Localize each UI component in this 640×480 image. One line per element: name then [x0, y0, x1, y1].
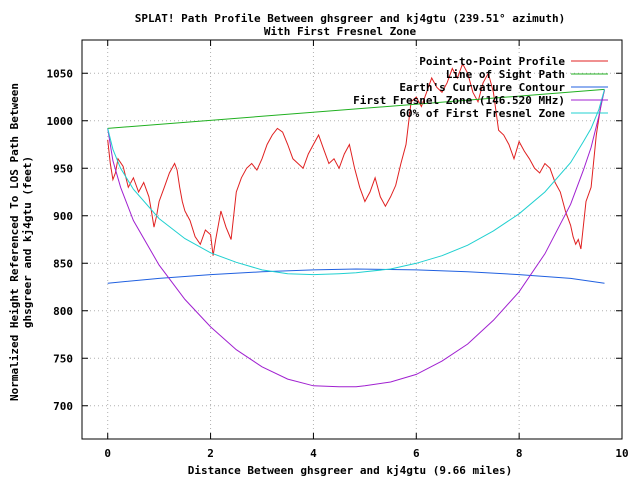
- x-tick-label: 0: [104, 447, 111, 460]
- x-tick-label: 8: [516, 447, 523, 460]
- chart-subtitle: With First Fresnel Zone: [264, 25, 417, 38]
- legend-label-3: First Fresnel Zone (146.520 MHz): [353, 94, 565, 107]
- y-axis-label-line1: Normalized Height Referenced To LOS Path…: [8, 83, 21, 401]
- y-tick-label: 800: [53, 305, 73, 318]
- y-ticks: 700 750 800 850 900 950 1000 1050: [47, 67, 622, 413]
- x-tick-label: 10: [615, 447, 628, 460]
- series-line-1: [107, 88, 605, 129]
- y-tick-label: 700: [53, 400, 73, 413]
- chart-title: SPLAT! Path Profile Between ghsgreer and…: [135, 12, 565, 25]
- series-line-4: [107, 89, 605, 276]
- y-tick-label: 1000: [47, 115, 74, 128]
- y-tick-label: 900: [53, 210, 73, 223]
- series-line-2: [107, 268, 605, 284]
- y-tick-label: 950: [53, 162, 73, 175]
- y-axis-label-line2: ghsgreer and kj4gtu (feet): [21, 156, 34, 328]
- legend-label-1: Line of Sight Path: [446, 68, 565, 81]
- plot-frame: [81, 39, 623, 440]
- x-ticks: 0 2 4 6 8 10: [104, 40, 629, 460]
- x-tick-label: 2: [207, 447, 214, 460]
- x-axis-label: Distance Between ghsgreer and kj4gtu (9.…: [188, 464, 513, 477]
- series-line-0: [107, 62, 605, 256]
- x-tick-label: 6: [413, 447, 420, 460]
- y-tick-label: 750: [53, 352, 73, 365]
- y-tick-label: 850: [53, 257, 73, 270]
- legend-label-0: Point-to-Point Profile: [419, 55, 565, 68]
- plot-series: [107, 62, 605, 388]
- legend-label-4: 60% of First Fresnel Zone: [399, 107, 565, 120]
- series-line-3: [107, 89, 605, 388]
- y-tick-label: 1050: [47, 67, 74, 80]
- legend-label-2: Earth's Curvature Contour: [399, 81, 565, 94]
- x-tick-label: 4: [310, 447, 317, 460]
